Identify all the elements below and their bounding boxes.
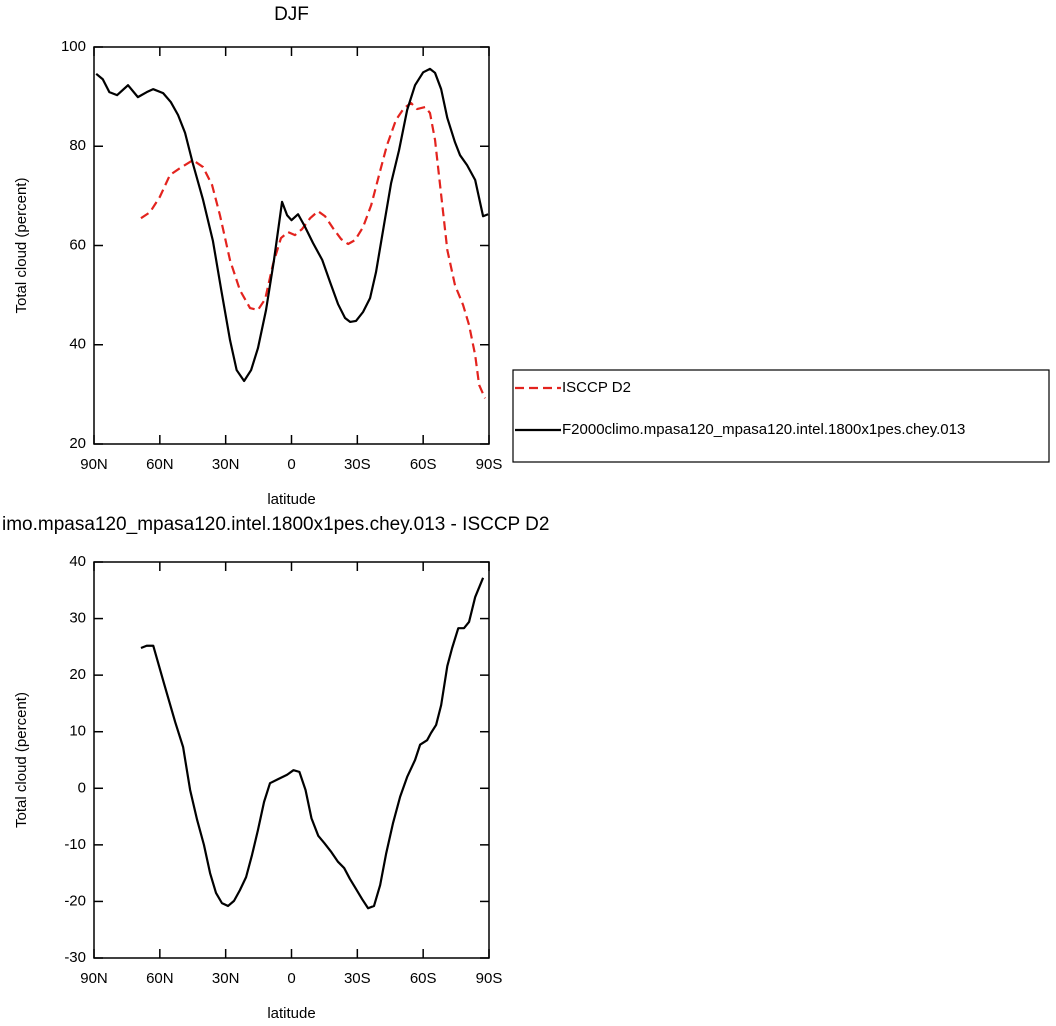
y-tick-label: 10 xyxy=(69,723,86,740)
y-tick-label: 30 xyxy=(69,610,86,627)
y-tick-label: -10 xyxy=(64,836,86,853)
chart-title: imo.mpasa120_mpasa120.intel.1800x1pes.ch… xyxy=(2,514,549,535)
x-tick-label: 60S xyxy=(410,456,437,473)
x-axis-label: latitude xyxy=(267,491,315,508)
data-line xyxy=(140,577,485,910)
x-tick-label: 0 xyxy=(287,456,295,473)
data-line xyxy=(95,67,489,383)
x-tick-label: 0 xyxy=(287,970,295,987)
legend-label: ISCCP D2 xyxy=(562,379,631,396)
plot-frame xyxy=(93,46,490,445)
x-tick-label: 90N xyxy=(80,970,108,987)
x-tick-label: 30N xyxy=(212,970,240,987)
y-tick-label: -20 xyxy=(64,892,86,909)
y-tick-label: 60 xyxy=(69,236,86,253)
chart-title: DJF xyxy=(274,4,309,25)
y-axis-label: Total cloud (percent) xyxy=(13,692,30,828)
x-tick-label: 30N xyxy=(212,456,240,473)
x-tick-label: 60N xyxy=(146,970,174,987)
y-tick-label: 0 xyxy=(78,779,86,796)
y-tick-label: 20 xyxy=(69,666,86,683)
x-tick-label: 90S xyxy=(476,456,503,473)
data-line xyxy=(140,101,487,399)
y-tick-label: 20 xyxy=(69,435,86,452)
x-tick-label: 90N xyxy=(80,456,108,473)
x-tick-label: 60S xyxy=(410,970,437,987)
x-tick-label: 90S xyxy=(476,970,503,987)
legend-label: F2000climo.mpasa120_mpasa120.intel.1800x… xyxy=(562,421,965,438)
y-tick-label: 40 xyxy=(69,553,86,570)
x-tick-label: 30S xyxy=(344,456,371,473)
plot-frame xyxy=(93,561,490,959)
y-tick-label: 40 xyxy=(69,336,86,353)
legend-box xyxy=(512,369,1050,463)
x-axis-label: latitude xyxy=(267,1005,315,1022)
y-axis-label: Total cloud (percent) xyxy=(13,178,30,314)
y-tick-label: -30 xyxy=(64,949,86,966)
y-tick-label: 100 xyxy=(61,38,86,55)
x-tick-label: 30S xyxy=(344,970,371,987)
y-tick-label: 80 xyxy=(69,137,86,154)
x-tick-label: 60N xyxy=(146,456,174,473)
